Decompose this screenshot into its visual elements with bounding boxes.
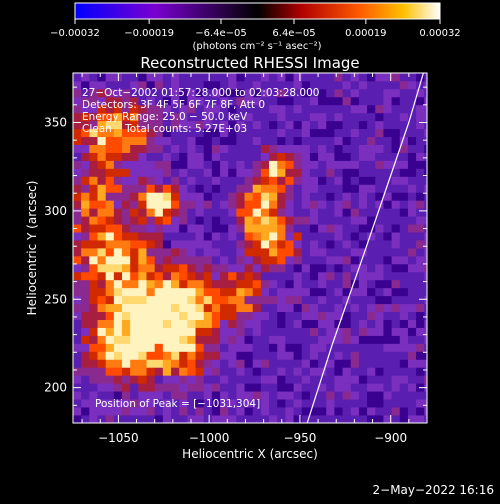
annotation-line-detectors: Detectors: 3F 4F 5F 6F 7F 8F, Att 0 <box>82 99 265 111</box>
heatmap-image <box>73 73 427 423</box>
y-tick-label: 350 <box>44 115 67 129</box>
chart-title: Reconstructed RHESSI Image <box>140 54 359 72</box>
colorbar-units-label: (photons cm⁻² s⁻¹ asec⁻²) <box>192 41 321 52</box>
annotation-line-time: 27−Oct−2002 01:57:28.000 to 02:03:28.000 <box>82 87 319 99</box>
annotation-block: 27−Oct−2002 01:57:28.000 to 02:03:28.000… <box>82 87 319 135</box>
annotation-line-energy: Energy Range: 25.0 − 50.0 keV <box>82 111 248 123</box>
x-tick-label: −1050 <box>98 431 139 445</box>
colorbar-tick-label: −0.00032 <box>50 28 100 39</box>
y-tick-label: 200 <box>44 381 67 395</box>
colorbar-tick-label: 0.00032 <box>419 28 460 39</box>
y-tick-label: 300 <box>44 204 67 218</box>
axis-ticks: −1050 −1000 −950 −900 200 250 300 350 <box>44 73 428 445</box>
plot-frame <box>72 72 428 424</box>
x-tick-label: −900 <box>374 431 407 445</box>
colorbar-tick-label: 0.00019 <box>345 28 386 39</box>
colorbar-ticks: −0.00032 −0.00019 −6.4e−05 6.4e−05 0.00019 0.… <box>50 19 461 39</box>
x-axis-label: Heliocentric X (arcsec) <box>182 447 318 461</box>
y-axis-label: Heliocentric Y (arcsec) <box>25 181 39 316</box>
peak-position-label: Position of Peak = [−1031,304] <box>95 398 260 410</box>
colorbar-tick-label: 6.4e−05 <box>272 28 315 39</box>
x-tick-label: −950 <box>283 431 316 445</box>
y-tick-label: 250 <box>44 292 67 306</box>
colorbar-tick-label: −0.00019 <box>124 28 174 39</box>
colorbar-tick-label: −6.4e−05 <box>195 28 247 39</box>
colorbar <box>74 2 441 20</box>
timestamp: 2−May−2022 16:16 <box>373 483 495 497</box>
solar-limb-curve <box>306 73 424 423</box>
x-tick-label: −1000 <box>189 431 230 445</box>
annotation-line-counts: Clean Total counts: 5.27E+03 <box>82 123 247 135</box>
